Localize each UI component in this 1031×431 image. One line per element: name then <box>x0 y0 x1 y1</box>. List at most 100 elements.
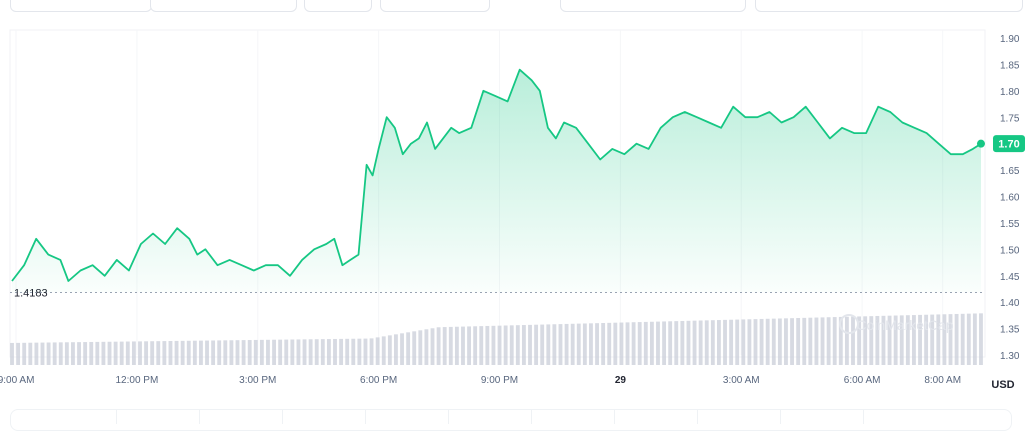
volume-bar <box>479 326 484 365</box>
volume-bar <box>613 322 618 365</box>
volume-bar <box>826 317 831 365</box>
volume-bar <box>790 318 794 365</box>
price-chart-svg: CoinMarketCap 1.4183 1.901.851.801.751.7… <box>0 29 1025 391</box>
volume-bar <box>436 327 441 365</box>
volume-bar <box>77 342 81 365</box>
volume-bar <box>351 338 356 365</box>
volume-bar <box>637 322 642 365</box>
y-tick-label: 1.35 <box>1000 325 1020 336</box>
volume-bar <box>521 325 526 365</box>
volume-bar <box>942 314 947 365</box>
x-tick-label: 3:00 PM <box>239 375 276 386</box>
volume-bar <box>595 323 599 365</box>
volume-bar <box>771 318 776 365</box>
toolbar-tab[interactable] <box>150 0 297 12</box>
volume-bar <box>302 339 307 365</box>
volume-bar <box>101 341 106 365</box>
volume-bar <box>253 339 258 365</box>
volume-bar <box>363 338 368 365</box>
volume-bar <box>369 338 374 365</box>
volume-bar <box>430 328 435 365</box>
volume-bar <box>333 338 337 365</box>
volume-bar <box>777 318 782 365</box>
currency-label: USD <box>991 379 1014 391</box>
watermark-text: CoinMarketCap <box>856 317 953 333</box>
bottom-divider <box>614 410 615 424</box>
toolbar-tab[interactable] <box>10 0 152 12</box>
toolbar-tab[interactable] <box>560 0 746 12</box>
volume-bar <box>71 342 75 365</box>
volume-bar <box>375 337 380 365</box>
volume-bar <box>972 313 977 365</box>
x-tick-label: 6:00 AM <box>844 375 881 386</box>
volume-bar <box>345 338 350 365</box>
volume-bar <box>314 339 319 365</box>
price-line <box>11 68 982 282</box>
volume-bar <box>168 341 173 365</box>
volume-bar <box>339 338 344 365</box>
volume-bar <box>905 315 910 365</box>
volume-bar <box>509 325 514 365</box>
volume-bar <box>34 342 39 365</box>
volume-bar <box>601 323 606 365</box>
volume-bar <box>686 320 691 365</box>
current-price-tag: 1.70 <box>993 135 1025 153</box>
volume-bar <box>735 319 740 365</box>
volume-bar <box>320 339 325 365</box>
toolbar-tab[interactable] <box>380 0 490 12</box>
volume-bar <box>381 336 386 365</box>
volume-bar <box>64 342 69 365</box>
volume-bar <box>875 315 880 365</box>
bottom-divider <box>697 410 698 424</box>
volume-bar <box>491 325 496 365</box>
watermark-logo-icon <box>839 314 859 334</box>
volume-bar <box>936 314 941 365</box>
volume-bar <box>241 340 246 365</box>
volume-bar <box>503 325 508 365</box>
volume-bar <box>869 316 874 365</box>
bottom-divider <box>531 410 532 424</box>
volume-bar <box>497 325 502 365</box>
volume-bar <box>534 324 539 365</box>
volume-bar <box>266 339 270 365</box>
volume-bar <box>125 341 130 365</box>
plot-border <box>9 29 986 358</box>
x-tick-label: 8:00 AM <box>924 375 961 386</box>
volume-bar <box>899 315 904 365</box>
x-tick-label: 6:00 PM <box>360 375 397 386</box>
volume-bar <box>205 340 209 365</box>
volume-bar <box>442 327 447 365</box>
volume-bar <box>192 340 197 365</box>
toolbar-tab[interactable] <box>755 0 1023 12</box>
volume-bar <box>576 323 581 365</box>
volume-bars <box>10 313 983 365</box>
volume-bar <box>528 324 532 365</box>
x-tick-label: 29 <box>615 375 627 386</box>
volume-bar <box>759 318 764 365</box>
current-price-value: 1.70 <box>998 139 1019 151</box>
volume-bar <box>540 324 545 365</box>
volume-bar <box>473 326 478 365</box>
volume-bar <box>747 319 752 365</box>
volume-bar <box>863 316 868 365</box>
volume-bar <box>741 319 746 365</box>
volume-bar <box>308 339 313 365</box>
volume-bar <box>326 339 331 365</box>
volume-bar <box>247 340 252 365</box>
volume-bar <box>570 323 575 365</box>
volume-bar <box>89 341 94 365</box>
volume-bar <box>357 338 362 365</box>
volume-bar <box>954 313 959 365</box>
volume-bar <box>485 325 490 365</box>
volume-bar <box>217 340 222 365</box>
volume-bar <box>387 335 392 365</box>
volume-bar <box>259 339 264 365</box>
volume-bar <box>558 324 563 365</box>
volume-bar <box>662 321 667 365</box>
volume-bar <box>223 340 228 365</box>
volume-bar <box>631 322 636 365</box>
toolbar-tab[interactable] <box>304 0 372 12</box>
y-tick-label: 1.30 <box>1000 351 1020 362</box>
volume-bar <box>546 324 551 365</box>
volume-bar <box>930 314 935 365</box>
